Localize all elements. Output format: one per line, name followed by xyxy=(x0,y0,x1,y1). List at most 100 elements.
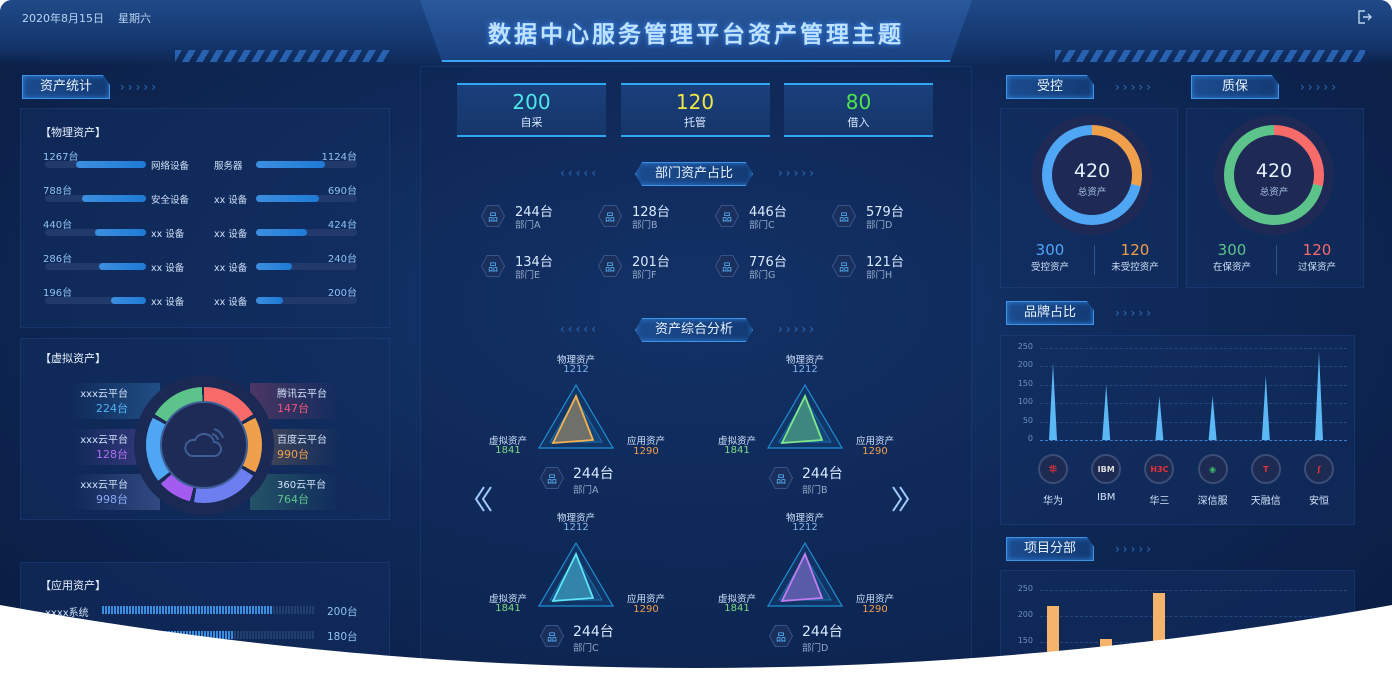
radar-chart xyxy=(766,541,844,607)
org-chart-icon: 品 xyxy=(481,254,505,278)
department-item[interactable]: 品 446台 部门C xyxy=(715,201,815,231)
dept-total: 244台 xyxy=(802,466,843,482)
department-item[interactable]: 品 579台 部门D xyxy=(832,201,932,231)
org-chart-icon: 品 xyxy=(540,624,564,648)
stat-label: 自采 xyxy=(520,116,543,129)
dept-value: 446台 xyxy=(749,205,787,220)
progress-fill xyxy=(94,229,146,236)
section-title-warranty: 质保 xyxy=(1191,75,1279,99)
gridline xyxy=(1040,590,1347,591)
physical-assets-title: 【物理资产】 xyxy=(40,126,106,139)
platform-name: 360云平台 xyxy=(277,480,327,491)
radar-chart xyxy=(766,383,844,449)
progress-bar xyxy=(45,161,146,168)
y-tick-label: 0 xyxy=(1027,434,1033,443)
progress-bar xyxy=(45,229,146,236)
app-assets-title: 【应用资产】 xyxy=(40,579,106,592)
gridline xyxy=(1040,348,1347,349)
department-item[interactable]: 品 201台 部门F xyxy=(598,251,698,281)
divider xyxy=(1094,245,1095,275)
asset-label: xx 设备 xyxy=(151,263,185,274)
axis-label: 物理资产 xyxy=(556,355,595,366)
progress-fill xyxy=(256,195,319,202)
stat-value: 200 xyxy=(512,90,551,114)
dept-name: 部门G xyxy=(749,270,776,281)
logout-icon[interactable] xyxy=(1356,9,1372,25)
axis-label: 虚拟资产 xyxy=(717,436,756,447)
asset-label: xx 设备 xyxy=(214,263,248,274)
radar-data-polygon xyxy=(780,393,824,445)
org-chart-glyph: 品 xyxy=(482,205,504,227)
axis-label: 虚拟资产 xyxy=(488,594,527,605)
title-bar xyxy=(420,0,972,62)
physical-assets-panel xyxy=(20,108,390,328)
brand-name: 深信服 xyxy=(1197,496,1228,507)
asset-label: 网络设备 xyxy=(151,161,190,172)
department-item[interactable]: 品 776台 部门G xyxy=(715,251,815,281)
brand-logo-深信服[interactable]: ◉ xyxy=(1197,454,1228,484)
asset-value: 1124台 xyxy=(321,152,357,163)
progress-bar xyxy=(256,229,357,236)
platform-value: 990台 xyxy=(277,448,309,461)
asset-value: 690台 xyxy=(327,186,357,197)
asset-label: xx 设备 xyxy=(151,297,185,308)
department-item[interactable]: 品 128台 部门B xyxy=(598,201,698,231)
decor-arrows: ››››› xyxy=(1115,542,1154,556)
brand-name: 华三 xyxy=(1149,496,1170,507)
org-chart-icon: 品 xyxy=(832,204,856,228)
org-chart-icon: 品 xyxy=(715,204,739,228)
brand-logo-天融信[interactable]: T xyxy=(1250,454,1281,484)
section-title-controlled: 受控 xyxy=(1006,75,1094,99)
item-value: 300 xyxy=(1217,241,1247,259)
department-item[interactable]: 品 134台 部门E xyxy=(481,251,581,281)
asset-value: 240台 xyxy=(327,254,357,265)
spike-华三 xyxy=(1155,395,1164,440)
chevron-right-icon[interactable] xyxy=(890,485,912,513)
chevron-left-icon[interactable] xyxy=(472,485,494,513)
total-value: 420 xyxy=(1073,160,1111,182)
org-chart-glyph: 品 xyxy=(599,255,621,277)
org-chart-glyph: 品 xyxy=(599,205,621,227)
stat-label: 借入 xyxy=(847,116,870,129)
brand-logo-华为[interactable]: 华 xyxy=(1038,454,1068,484)
divider xyxy=(1276,245,1277,275)
section-title-analysis: 资产综合分析 xyxy=(635,318,753,342)
page-title: 数据中心服务管理平台资产管理主题 xyxy=(488,22,904,48)
date: 2020年8月15日 xyxy=(22,12,104,25)
progress-fill xyxy=(256,161,325,168)
decor-stripes xyxy=(175,50,390,62)
department-item[interactable]: 品 121台 部门H xyxy=(832,251,932,281)
progress-bar xyxy=(256,195,357,202)
asset-value: 1267台 xyxy=(43,152,79,163)
section-title-brand: 品牌占比 xyxy=(1006,301,1094,325)
axis-value: 1290 xyxy=(633,446,659,457)
dept-value: 579台 xyxy=(866,205,904,220)
section-title-dept-share: 部门资产占比 xyxy=(635,162,753,186)
brand-logo-华三[interactable]: H3C xyxy=(1144,454,1175,484)
platform-name: xxx云平台 xyxy=(80,480,128,491)
item-value: 300 xyxy=(1035,241,1065,259)
gridline xyxy=(1040,384,1347,386)
platform-name: xxx云平台 xyxy=(80,435,128,446)
brand-name: IBM xyxy=(1096,492,1116,503)
brand-spike-chart xyxy=(1049,351,1323,440)
axis-value: 1212 xyxy=(563,364,589,375)
dept-total: 244台 xyxy=(573,466,614,482)
platform-value: 147台 xyxy=(277,402,309,415)
platform-name: 腾讯云平台 xyxy=(277,389,327,400)
dept-value: 776台 xyxy=(749,255,787,270)
dept-value: 244台 xyxy=(515,205,553,220)
gridline xyxy=(1040,366,1347,368)
dept-value: 121台 xyxy=(866,255,904,270)
brand-logo-安恒[interactable]: ʃ xyxy=(1304,454,1334,484)
item-label: 受控资产 xyxy=(1030,262,1069,273)
axis-value: 1290 xyxy=(633,604,659,615)
org-chart-glyph: 品 xyxy=(770,625,792,647)
dept-name: 部门A xyxy=(515,220,541,231)
org-chart-glyph: 品 xyxy=(482,255,504,277)
axis-label: 物理资产 xyxy=(556,513,595,524)
department-item[interactable]: 品 244台 部门A xyxy=(481,201,581,231)
brand-logo-IBM[interactable]: IBM xyxy=(1091,454,1122,484)
section-title-project: 项目分部 xyxy=(1006,537,1094,561)
gridline xyxy=(1040,616,1347,617)
